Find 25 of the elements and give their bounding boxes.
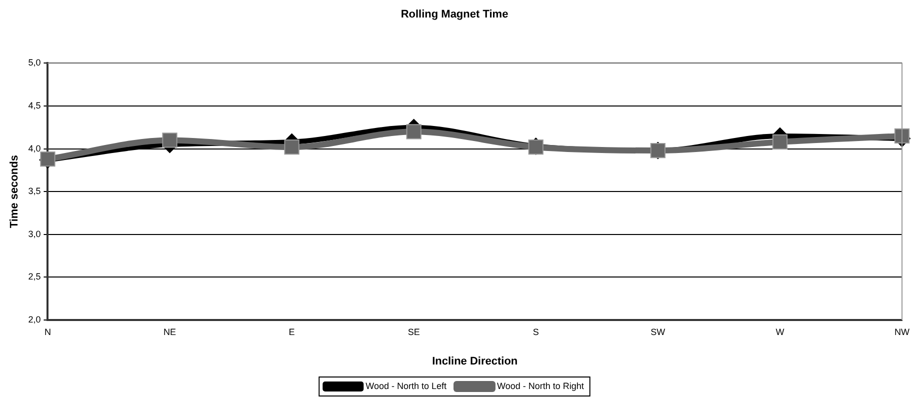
y-tick-label: 3,0 [28,228,41,239]
x-tick-label: E [288,326,295,337]
point [406,124,422,140]
y-tick-label: 4,0 [28,143,41,154]
y-tick-label: 4,5 [28,100,41,110]
chart-title: Rolling Magnet Time [400,8,508,21]
x-tick-label: S [532,326,539,337]
point [162,132,178,148]
x-tick-label: NW [894,326,910,337]
y-tick-label: 2,5 [28,272,41,282]
point [772,134,788,150]
legend-label: Wood - North to Right [497,380,584,391]
x-tick-label: W [776,326,785,337]
y-axis-title: Time seconds [8,155,21,228]
x-axis-title: Incline Direction [432,355,518,368]
y-tick-label: 2,0 [28,314,41,324]
y-tick-label: 3,5 [28,186,41,196]
x-tick-label: SE [408,326,420,337]
x-tick-label: SW [650,326,666,337]
x-tick-label: N [44,326,51,337]
y-tick-label: 5,0 [28,58,41,68]
point [284,140,300,155]
x-tick-label: NE [163,326,176,337]
point [894,128,910,144]
legend-label: Wood - North to Left [366,380,447,391]
